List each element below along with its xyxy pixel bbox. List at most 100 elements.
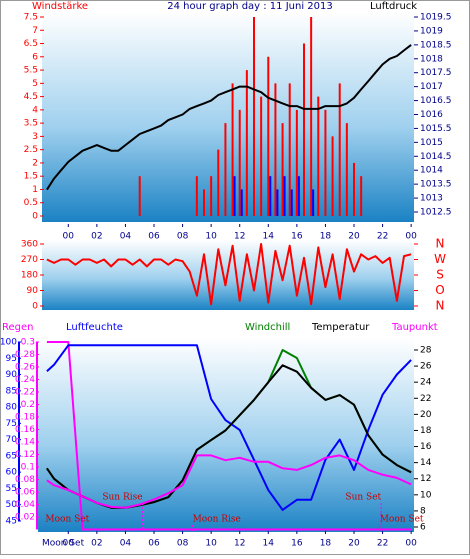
y-tick-label: 70: [6, 435, 18, 445]
y-tick-label: 0: [32, 212, 38, 222]
x-tick-label: 08: [177, 539, 189, 549]
y-tick-label: 85: [6, 386, 17, 396]
y2-tick-label: O: [435, 283, 444, 297]
y2-tick-label: 1012.5: [420, 208, 452, 218]
y3-tick-label: 0.02: [15, 513, 35, 523]
y2-tick-label: W: [434, 252, 446, 266]
series-name: Temperatur: [311, 322, 370, 333]
x-tick-label: 16: [291, 539, 303, 549]
x-tick-label: 12: [234, 232, 245, 242]
y2-tick-label: 24: [420, 378, 432, 388]
y2-tick-label: 1016.5: [420, 96, 452, 106]
y-tick-label: 80: [6, 403, 18, 413]
x-tick-label: 10: [205, 232, 217, 242]
y-tick-label: 0: [32, 302, 38, 312]
annotation: Moon Set: [380, 515, 424, 525]
y2-tick-label: 28: [420, 346, 432, 356]
y-tick-label: 90: [6, 370, 18, 380]
y3-tick-label: 0.16: [15, 425, 35, 435]
y-tick-label: 7.5: [24, 13, 38, 23]
y2-tick-label: 1019: [420, 26, 443, 36]
x-tick-label: 22: [377, 539, 388, 549]
x-tick-label: 12: [234, 539, 245, 549]
y2-tick-label: 6: [420, 523, 426, 533]
y3-tick-label: 0.22: [15, 388, 35, 398]
y3-tick-label: 0.18: [15, 413, 35, 423]
x-tick-label: 10: [205, 539, 217, 549]
x-tick-label: 04: [120, 539, 132, 549]
y3-tick-label: 0.2: [21, 400, 35, 410]
annotation: Sun Rise: [102, 493, 142, 503]
y2-tick-label: 1018: [420, 54, 443, 64]
series-line: [46, 341, 412, 531]
y-tick-label: 50: [6, 500, 18, 510]
annotation: Moon Set: [45, 515, 89, 525]
series-name: Luftdruck: [370, 1, 417, 12]
y2-tick-label: 12: [420, 474, 431, 484]
series-line: [46, 44, 412, 191]
y2-tick-label: 1015: [420, 138, 443, 148]
bottom-note: Moon Set: [42, 539, 85, 549]
y2-tick-label: 1017.5: [420, 68, 452, 78]
annotation: Sun Set: [345, 493, 381, 503]
x-tick-label: 20: [348, 232, 360, 242]
y-tick-label: 0.5: [24, 198, 38, 208]
y-tick-label: 2: [32, 158, 38, 168]
x-tick-label: 20: [348, 539, 360, 549]
y2-tick-label: 1013.5: [420, 180, 452, 190]
x-tick-label: 00: [405, 232, 417, 242]
y2-tick-label: 1014.5: [420, 152, 452, 162]
climate-panel: [38, 338, 414, 532]
y2-tick-label: 1013: [420, 194, 443, 204]
y2-tick-label: S: [436, 268, 444, 282]
y-tick-label: 95: [6, 354, 17, 364]
x-tick-label: 18: [320, 232, 332, 242]
y-tick-label: 75: [6, 419, 17, 429]
series-name: Luftfeuchte: [66, 322, 123, 333]
x-tick-label: 22: [377, 232, 388, 242]
y2-tick-label: N: [436, 237, 445, 251]
y2-tick-label: 14: [420, 458, 432, 468]
y-tick-label: 6: [32, 52, 38, 62]
y-tick-label: 100: [0, 338, 17, 348]
y3-tick-label: 0.3: [21, 338, 35, 348]
y-tick-label: 1.5: [24, 172, 38, 182]
x-tick-label: 04: [120, 232, 132, 242]
y-tick-label: 180: [21, 271, 38, 281]
y-tick-label: 5.5: [24, 66, 38, 76]
y2-tick-label: 22: [420, 394, 431, 404]
series-line: [46, 454, 412, 509]
y2-tick-label: 26: [420, 362, 432, 372]
y-tick-label: 90: [27, 286, 39, 296]
y2-tick-label: 1015.5: [420, 124, 452, 134]
y3-tick-label: 0.04: [15, 500, 35, 510]
y3-tick-label: 0.06: [15, 488, 35, 498]
x-tick-label: 14: [263, 539, 275, 549]
y-tick-label: 65: [6, 451, 17, 461]
y-tick-label: 5: [32, 79, 38, 89]
y2-tick-label: 16: [420, 442, 432, 452]
y-tick-label: 7: [32, 26, 38, 36]
y-tick-label: 3.5: [24, 119, 38, 129]
chart-title: 24 hour graph day : 11 Juni 2013: [167, 1, 333, 12]
y-tick-label: 6.5: [24, 39, 38, 49]
x-tick-label: 08: [177, 232, 189, 242]
series-name: Windchill: [245, 322, 290, 333]
y-tick-label: 2.5: [24, 145, 38, 155]
y3-tick-label: 0.14: [15, 438, 35, 448]
series-name: Windstärke: [32, 1, 88, 12]
y-tick-label: 4.5: [24, 92, 38, 102]
x-tick-label: 14: [263, 232, 275, 242]
y3-tick-label: 0.28: [15, 350, 35, 360]
x-tick-label: 16: [291, 232, 303, 242]
y3-tick-label: 0.24: [15, 375, 35, 385]
x-tick-label: 00: [63, 539, 75, 549]
x-tick-label: 02: [91, 539, 102, 549]
y2-tick-label: 1014: [420, 166, 443, 176]
y-tick-label: 1: [32, 185, 38, 195]
y-tick-label: 4: [32, 105, 38, 115]
series-name: Taupunkt: [391, 322, 438, 333]
y2-tick-label: 8: [420, 506, 426, 516]
x-tick-label: 06: [148, 539, 160, 549]
